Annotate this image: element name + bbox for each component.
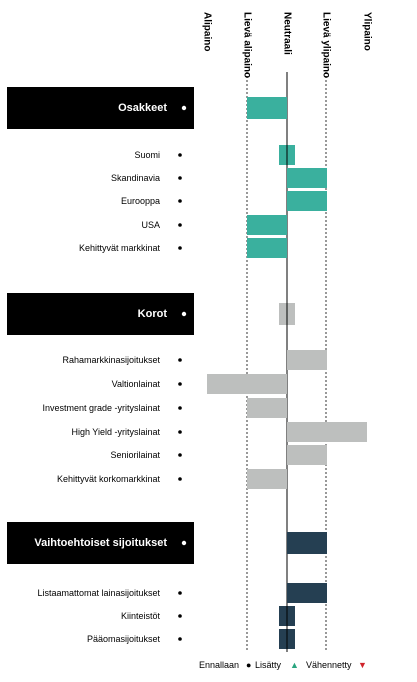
bar-eurooppa: [287, 191, 327, 211]
row-label-seniorilainat: Seniorilainat: [110, 450, 160, 460]
status-dot: [178, 358, 182, 362]
status-dot: [178, 430, 182, 434]
bar-rahamarkkinasijoitukset: [287, 350, 327, 370]
group-header-korot: [7, 293, 194, 335]
group-label-osakkeet: Osakkeet: [118, 102, 167, 114]
scale-label-lieva-alipaino: Lievä alipaino: [242, 12, 253, 78]
row-label-kehittyvat-korkomarkkinat: Kehittyvät korkomarkkinat: [57, 474, 161, 484]
bar-listaamattomat-lainasijoitukset: [287, 583, 327, 603]
status-dot: [178, 477, 182, 481]
row-label-usa: USA: [141, 220, 160, 230]
row-label-paaomasijoitukset: Pääomasijoitukset: [87, 634, 161, 644]
scale-label-lieva-ylipaino: Lievä ylipaino: [321, 12, 332, 78]
status-dot: [181, 105, 187, 111]
status-dot: [178, 614, 182, 618]
legend-label-ennallaan: Ennallaan: [199, 660, 239, 670]
row-label-suomi: Suomi: [134, 150, 160, 160]
bar-valtionlainat: [207, 374, 287, 394]
row-label-valtionlainat: Valtionlainat: [112, 379, 161, 389]
bar-high-yield-yrityslainat: [287, 422, 367, 442]
row-label-eurooppa: Eurooppa: [121, 196, 160, 206]
status-dot: [178, 246, 182, 250]
status-dot: [181, 311, 187, 317]
status-dot: [178, 153, 182, 157]
status-dot: [178, 406, 182, 410]
bar-kehittyvat-korkomarkkinat: [247, 469, 287, 489]
bar-usa: [247, 215, 287, 235]
scale-label-ylipaino: Ylipaino: [362, 12, 373, 51]
status-dot: [178, 223, 182, 227]
legend-symbol-ennallaan: ●: [246, 660, 251, 670]
scale-label-neutraali: Neutraali: [282, 12, 293, 55]
legend-label-vahennetty: Vähennetty: [306, 660, 352, 670]
legend-symbol-vahennetty: ▼: [358, 660, 367, 670]
status-dot: [178, 176, 182, 180]
status-dot: [178, 199, 182, 203]
row-label-kehittyvat-markkinat: Kehittyvät markkinat: [79, 243, 161, 253]
status-dot: [178, 382, 182, 386]
row-label-kiinteistot: Kiinteistöt: [121, 611, 161, 621]
scale-label-alipaino: Alipaino: [202, 12, 213, 51]
row-label-investment-grade-yrityslainat: Investment grade -yrityslainat: [42, 403, 160, 413]
bar-kehittyvat-markkinat: [247, 238, 287, 258]
bar-vaihtoehtoiset-sijoitukset: [287, 532, 327, 554]
group-label-korot: Korot: [138, 308, 168, 320]
bar-osakkeet: [247, 97, 287, 119]
status-dot: [181, 540, 187, 546]
status-dot: [178, 453, 182, 457]
row-label-skandinavia: Skandinavia: [111, 173, 160, 183]
row-label-high-yield-yrityslainat: High Yield -yrityslainat: [71, 427, 160, 437]
legend-label-lisatty: Lisätty: [255, 660, 282, 670]
bar-seniorilainat: [287, 445, 327, 465]
status-dot: [178, 591, 182, 595]
legend-symbol-lisatty: ▲: [290, 660, 299, 670]
group-label-vaihtoehtoiset-sijoitukset: Vaihtoehtoiset sijoitukset: [34, 537, 167, 549]
status-dot: [178, 637, 182, 641]
bar-investment-grade-yrityslainat: [247, 398, 287, 418]
row-label-listaamattomat-lainasijoitukset: Listaamattomat lainasijoitukset: [37, 588, 160, 598]
row-label-rahamarkkinasijoitukset: Rahamarkkinasijoitukset: [62, 355, 160, 365]
bar-skandinavia: [287, 168, 327, 188]
group-header-osakkeet: [7, 87, 194, 129]
group-header-vaihtoehtoiset-sijoitukset: [7, 522, 194, 564]
